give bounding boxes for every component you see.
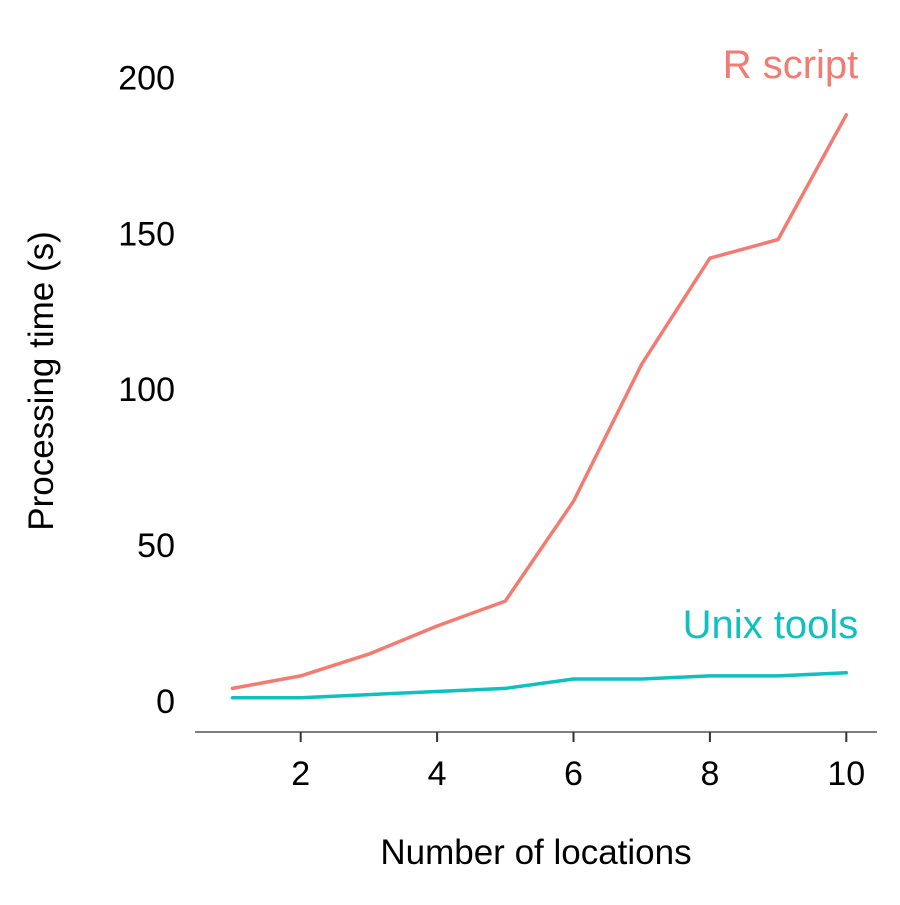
x-tick-label: 2 — [291, 755, 310, 793]
series-labels: R script Unix tools — [683, 43, 859, 647]
series-label-unix-tools: Unix tools — [683, 603, 859, 647]
x-ticks: 2 4 6 8 10 — [291, 732, 865, 793]
series-line-unix-tools — [230, 671, 849, 700]
y-tick-label: 100 — [118, 371, 175, 409]
x-axis-title: Number of locations — [380, 833, 691, 872]
y-tick-label: 200 — [118, 59, 175, 97]
x-tick-label: 8 — [700, 755, 719, 793]
y-axis-title: Processing time (s) — [22, 231, 61, 531]
series-label-r-script: R script — [723, 43, 859, 87]
x-tick-label: 6 — [564, 755, 583, 793]
y-tick-label: 150 — [118, 215, 175, 253]
y-tick-label: 50 — [137, 527, 175, 565]
x-tick-label: 4 — [428, 755, 447, 793]
x-tick-label: 10 — [827, 755, 865, 793]
y-ticks: 0 50 100 150 200 — [118, 59, 175, 720]
series-line-r-script — [230, 113, 849, 691]
y-tick-label: 0 — [156, 683, 175, 721]
series — [230, 113, 849, 700]
